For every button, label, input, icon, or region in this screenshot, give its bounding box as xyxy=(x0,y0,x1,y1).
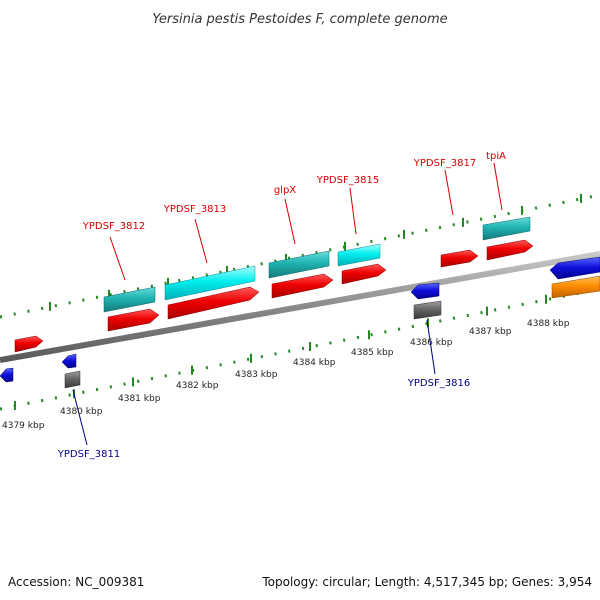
gene-feature-glpx[interactable] xyxy=(268,250,330,279)
genome-summary-text: Topology: circular; Length: 4,517,345 bp… xyxy=(261,575,592,589)
kbp-label: 4388 kbp xyxy=(527,319,570,329)
gene-feature-ypdsf-3811[interactable] xyxy=(64,370,81,389)
leader-line xyxy=(109,236,126,281)
genome-backbone xyxy=(0,251,600,363)
kbp-label: 4386 kbp xyxy=(410,338,453,348)
cds-arrow-ypdsf-3812[interactable] xyxy=(107,308,160,332)
gene-label-ypdsf-3815[interactable]: YPDSF_3815 xyxy=(316,175,379,186)
orange-feature-right-edge[interactable] xyxy=(551,275,600,299)
gene-label-glpx[interactable]: glpX xyxy=(274,185,296,196)
kbp-label: 4385 kbp xyxy=(351,348,394,358)
gene-feature-ypdsf-3816[interactable] xyxy=(413,300,442,320)
cds-arrow-ypdsf-3811[interactable] xyxy=(61,353,77,369)
gene-label-ypdsf-3813[interactable]: YPDSF_3813 xyxy=(163,204,226,215)
gene-label-ypdsf-3812[interactable]: YPDSF_3812 xyxy=(82,221,145,232)
cds-arrow-ypdsf-3815[interactable] xyxy=(341,263,387,285)
leader-line xyxy=(349,187,357,235)
kbp-label: 4383 kbp xyxy=(235,370,278,380)
gene-label-tpia[interactable]: tpiA xyxy=(486,151,506,162)
gene-label-ypdsf-3811[interactable]: YPDSF_3811 xyxy=(57,449,120,460)
cds-arrow-reverse-right-edge[interactable] xyxy=(549,256,600,280)
forward-features xyxy=(14,216,534,353)
ruler-major-ticks xyxy=(14,193,582,410)
gene-feature-tpia[interactable] xyxy=(482,216,531,241)
gene-feature-ypdsf-3815[interactable] xyxy=(337,243,381,267)
cds-arrow-glpx[interactable] xyxy=(271,273,334,299)
kbp-label: 4381 kbp xyxy=(118,394,161,404)
leader-line xyxy=(72,389,88,446)
cds-arrow-ypdsf-3817[interactable] xyxy=(440,249,479,268)
gene-label-ypdsf-3817[interactable]: YPDSF_3817 xyxy=(413,158,476,169)
kbp-label: 4382 kbp xyxy=(176,381,219,391)
cds-arrow-tpia[interactable] xyxy=(486,239,534,261)
kbp-label: 4384 kbp xyxy=(293,358,336,368)
kbp-label: 4380 kbp xyxy=(60,407,103,417)
kbp-label: 4379 kbp xyxy=(2,421,45,431)
leader-line xyxy=(493,162,503,211)
kbp-label: 4387 kbp xyxy=(469,327,512,337)
gene-feature-ypdsf-3812[interactable] xyxy=(103,286,156,313)
leader-line xyxy=(284,198,296,245)
label-leader-lines xyxy=(72,162,503,446)
leader-line xyxy=(194,218,208,264)
map-title: Yersinia pestis Pestoides F, complete ge… xyxy=(152,12,447,27)
cds-arrow-ypdsf-3816[interactable] xyxy=(410,282,440,300)
cds-arrow-left-edge[interactable] xyxy=(14,335,44,353)
accession-text: Accession: NC_009381 xyxy=(8,575,144,589)
cds-arrow-ypdsf-3813[interactable] xyxy=(167,286,260,320)
kbp-labels: 4379 kbp 4380 kbp 4381 kbp 4382 kbp 4383… xyxy=(2,319,570,431)
gene-feature-ypdsf-3813[interactable] xyxy=(164,265,256,301)
leader-line xyxy=(426,319,436,375)
leader-line xyxy=(444,169,454,216)
gene-label-ypdsf-3816[interactable]: YPDSF_3816 xyxy=(407,378,470,389)
forward-ruler xyxy=(0,193,600,319)
cds-arrow-reverse-left-edge[interactable] xyxy=(0,367,14,383)
reverse-features xyxy=(0,256,600,389)
gene-labels: YPDSF_3812 YPDSF_3813 glpX YPDSF_3815 YP… xyxy=(57,151,506,460)
